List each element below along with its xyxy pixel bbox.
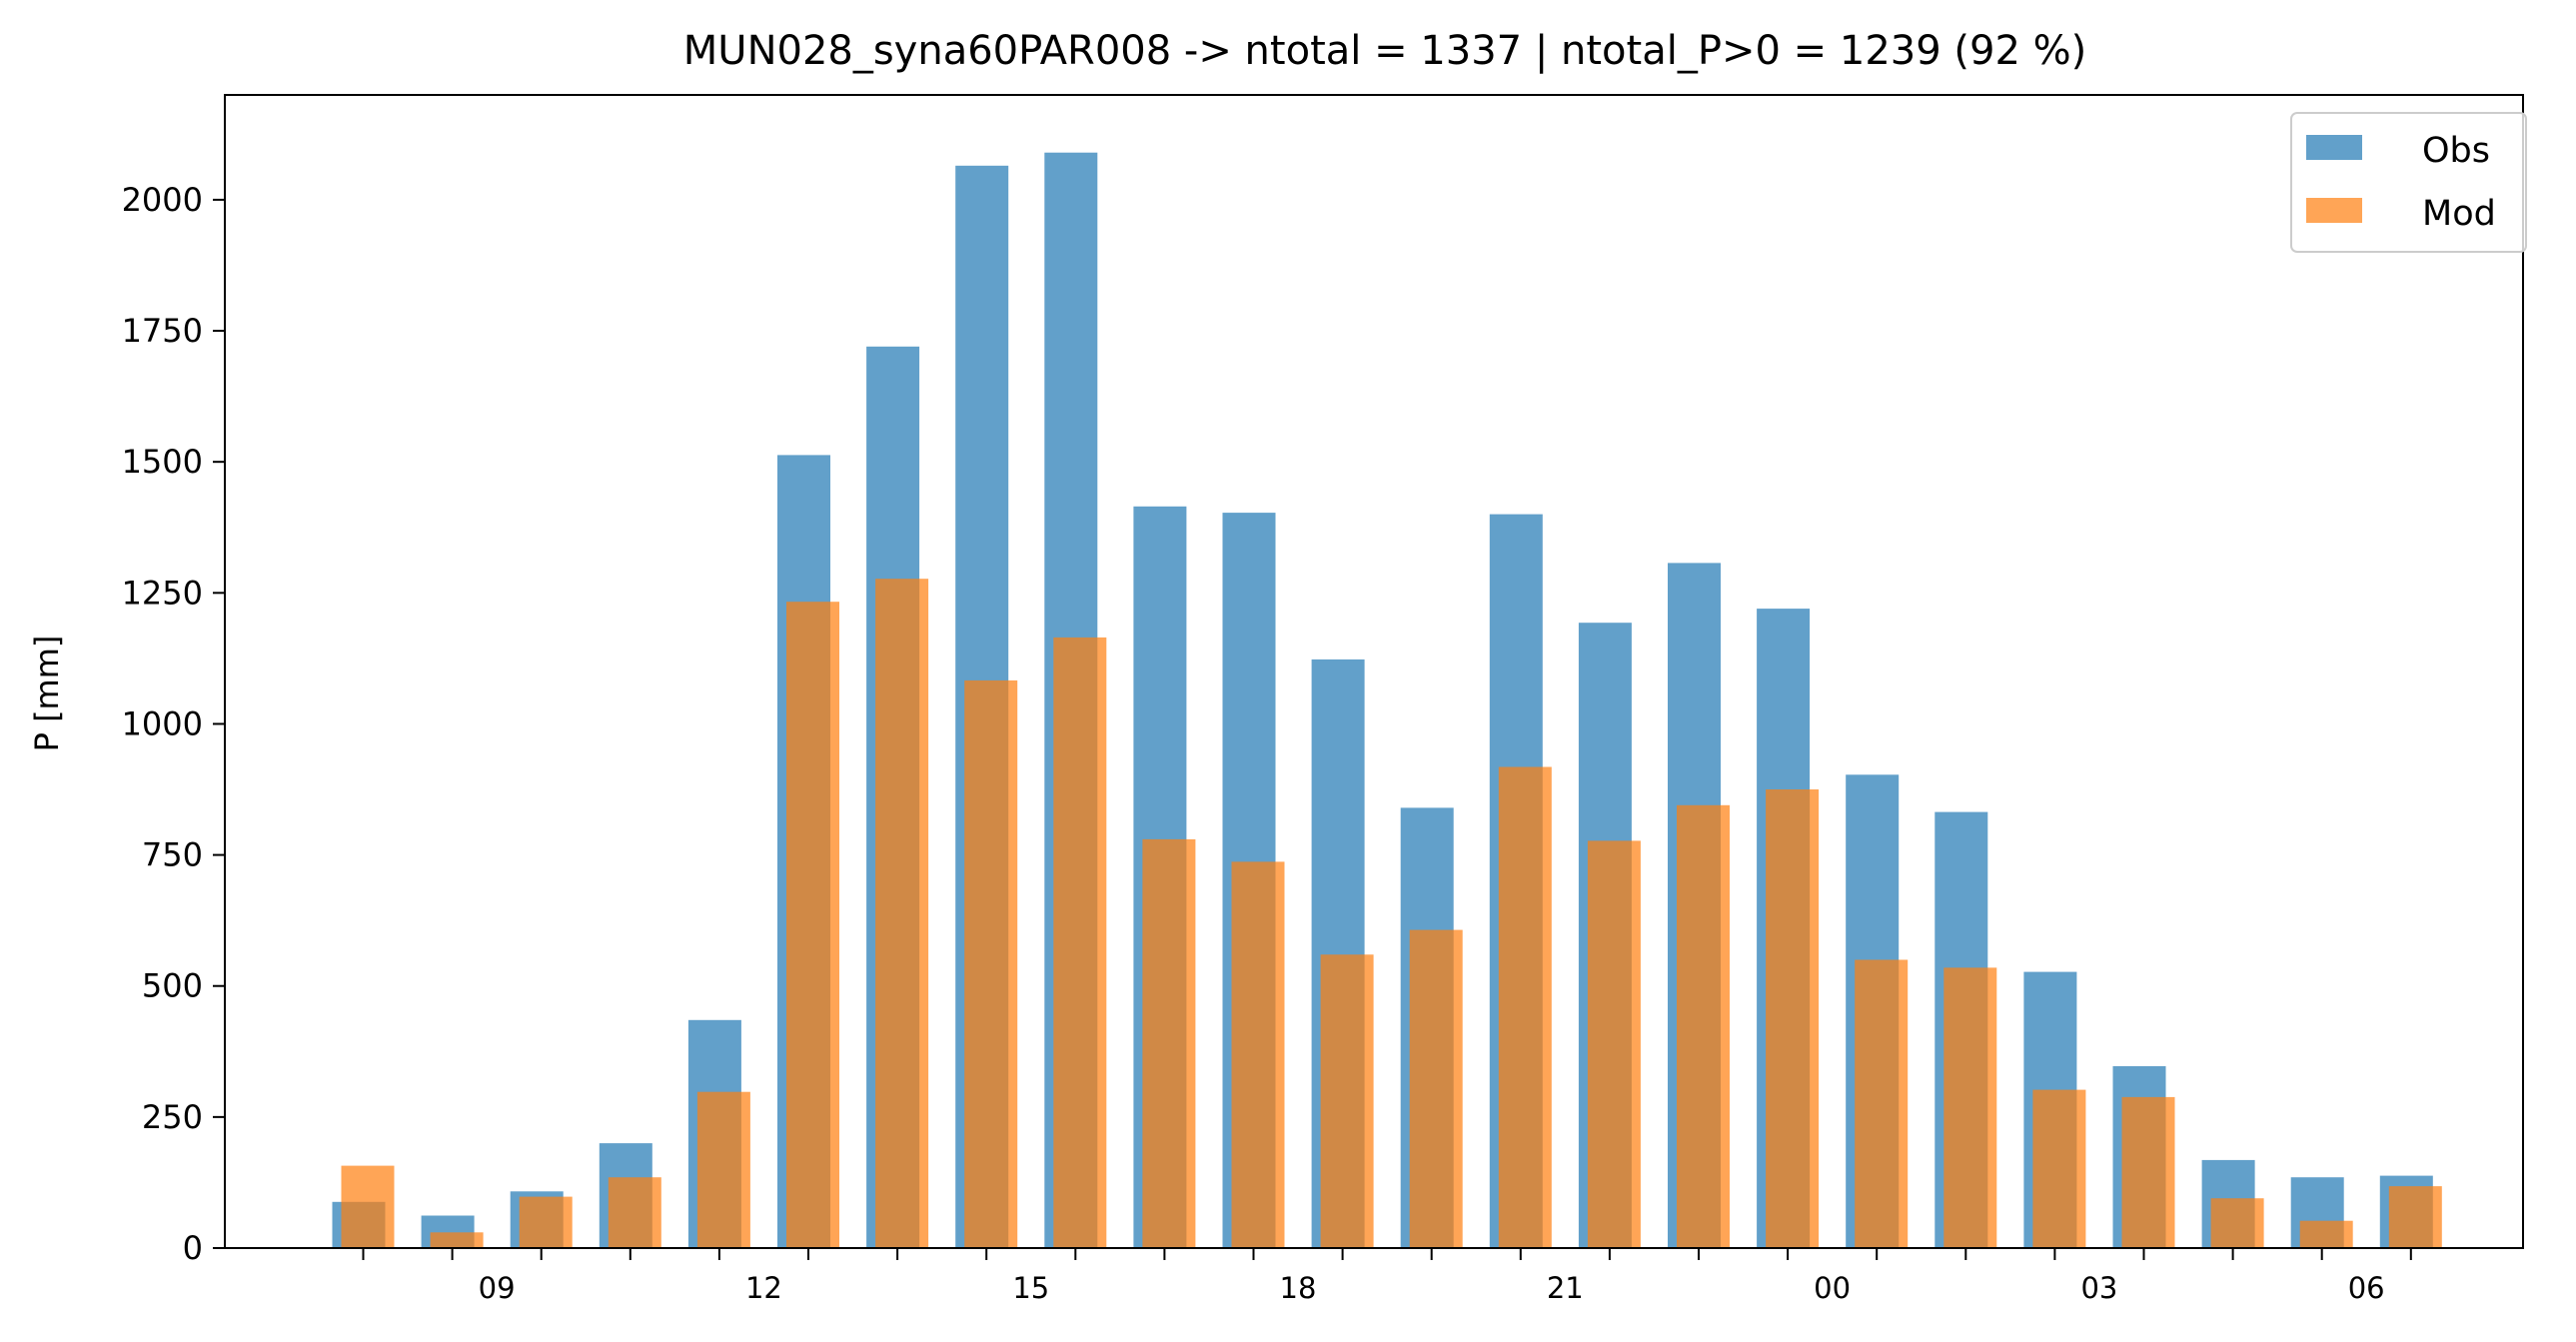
x-tick-label-03: 03	[2080, 1271, 2117, 1305]
x-tick-label-00: 00	[1814, 1271, 1851, 1305]
y-tick-label-0: 0	[183, 1229, 203, 1267]
bar-mod-11	[1320, 954, 1374, 1248]
legend-label-obs: Obs	[2422, 131, 2490, 171]
bar-mod-12	[1409, 929, 1463, 1248]
chart-title: MUN028_syna60PAR008 -> ntotal = 1337 | n…	[683, 28, 2086, 74]
bar-mod-23	[2388, 1186, 2442, 1248]
bar-mod-13	[1498, 766, 1552, 1248]
y-tick-label-2000: 2000	[122, 181, 203, 219]
bar-mod-2	[519, 1196, 573, 1248]
legend-swatch-obs	[2306, 135, 2362, 160]
bar-mod-17	[1855, 959, 1909, 1248]
y-tick-label-250: 250	[142, 1098, 203, 1136]
y-tick-label-500: 500	[142, 967, 203, 1005]
y-tick-label-750: 750	[142, 836, 203, 874]
x-tick-label-18: 18	[1280, 1271, 1317, 1305]
x-tick-label-21: 21	[1547, 1271, 1584, 1305]
bar-mod-16	[1766, 789, 1820, 1248]
plot-frame	[224, 94, 2524, 1249]
bar-mod-4	[696, 1091, 750, 1248]
y-tick-label-1250: 1250	[122, 574, 203, 612]
x-tick-label-09: 09	[479, 1271, 516, 1305]
bar-mod-7	[964, 679, 1018, 1248]
bar-mod-0	[341, 1165, 395, 1248]
bar-mod-6	[875, 579, 929, 1248]
y-axis-label: P [mm]	[28, 636, 66, 752]
bar-mod-3	[608, 1177, 661, 1248]
bar-mod-1	[430, 1232, 484, 1248]
bar-mod-9	[1142, 838, 1196, 1248]
legend: Obs Mod	[2290, 112, 2527, 253]
y-tick-label-1000: 1000	[122, 704, 203, 742]
x-tick-label-15: 15	[1012, 1271, 1049, 1305]
bar-mod-21	[2210, 1198, 2264, 1248]
legend-label-mod: Mod	[2422, 194, 2496, 234]
x-tick-label-06: 06	[2348, 1271, 2385, 1305]
x-axis: 09 12 15 18 21 00 03 06	[362, 1248, 2412, 1305]
y-tick-label-1750: 1750	[122, 312, 203, 350]
bar-mod-19	[2032, 1089, 2086, 1248]
bar-mod-14	[1587, 840, 1641, 1248]
bar-mod-22	[2299, 1220, 2353, 1248]
bar-mod-5	[786, 602, 839, 1248]
bar-mod-15	[1677, 804, 1730, 1248]
y-axis: 0 250 500 750 1000 1250 1500 1750 2000	[122, 181, 225, 1267]
bar-mod-18	[1943, 967, 1997, 1248]
x-tick-label-12: 12	[745, 1271, 782, 1305]
legend-swatch-mod	[2306, 198, 2362, 223]
y-tick-label-1500: 1500	[122, 443, 203, 481]
bar-mod-8	[1053, 637, 1107, 1248]
bar-mod-20	[2121, 1096, 2175, 1248]
bars-layer	[332, 152, 2442, 1249]
bar-mod-10	[1231, 861, 1285, 1248]
